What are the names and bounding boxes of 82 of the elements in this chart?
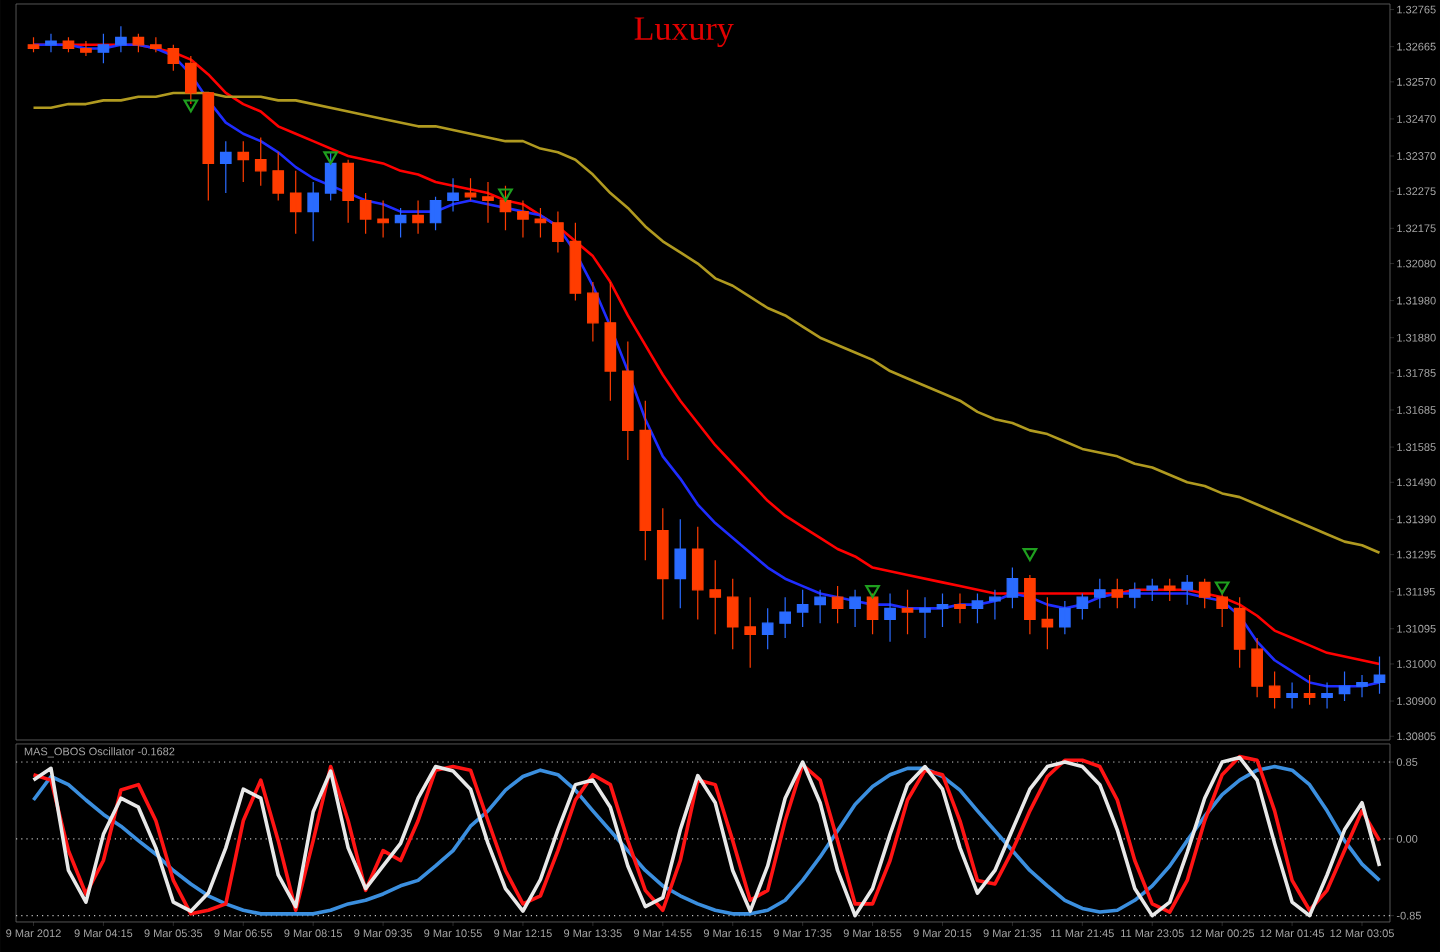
- candlestick: [132, 33, 145, 53]
- candlestick: [219, 140, 232, 194]
- point: [498, 188, 513, 202]
- candlestick: [849, 589, 861, 628]
- candlestick: [1163, 578, 1176, 602]
- candlestick: [1251, 637, 1263, 698]
- candlestick: [499, 185, 512, 231]
- candlestick: [272, 151, 285, 202]
- candlestick: [796, 589, 809, 628]
- point: [1022, 548, 1038, 562]
- candlestick: [1093, 578, 1106, 609]
- candlestick: [342, 159, 354, 224]
- candlestick: [307, 181, 320, 242]
- candlestick: [394, 207, 407, 239]
- candlestick: [604, 281, 617, 402]
- chart-title: Luxury: [634, 17, 734, 48]
- candlestick: [1111, 578, 1124, 609]
- candlestick: [831, 585, 844, 624]
- candlestick: [954, 592, 966, 624]
- candlestick: [919, 596, 931, 639]
- candlestick: [1356, 674, 1368, 698]
- candlestick: [1146, 578, 1159, 602]
- candlestick: [936, 592, 949, 628]
- candlestick: [709, 559, 722, 635]
- candlestick: [761, 607, 774, 650]
- candlestick: [1181, 574, 1194, 606]
- candlestick: [324, 151, 337, 202]
- candlestick: [150, 36, 162, 53]
- candlestick: [412, 199, 424, 235]
- candlestick: [289, 170, 302, 235]
- candlestick: [587, 281, 599, 342]
- candlestick: [482, 181, 494, 224]
- candlestick: [901, 589, 914, 635]
- candlestick: [517, 199, 529, 239]
- candlestick: [971, 592, 984, 624]
- candlestick: [534, 207, 547, 239]
- candlestick: [1233, 596, 1246, 669]
- candlestick: [1321, 681, 1333, 710]
- candlestick: [1338, 670, 1351, 702]
- candlestick: [97, 33, 110, 64]
- candlestick: [429, 196, 442, 231]
- point: [323, 151, 338, 165]
- candlestick: [27, 36, 40, 53]
- candlestick: [726, 578, 739, 650]
- candlestick: [254, 136, 267, 187]
- candlestick: [464, 177, 477, 202]
- candlestick: [779, 596, 791, 639]
- candlestick: [989, 589, 1001, 621]
- candlestick: [552, 211, 564, 253]
- candlestick: [1059, 600, 1071, 635]
- candlestick: [62, 36, 75, 53]
- candlestick: [167, 44, 180, 72]
- candlestick: [377, 199, 389, 239]
- point: [183, 99, 199, 113]
- candlestick: [674, 518, 687, 609]
- candlestick: [1198, 578, 1211, 609]
- candlestick: [1373, 655, 1386, 695]
- candlestick: [1303, 674, 1316, 706]
- candlestick: [45, 33, 57, 53]
- candlestick: [884, 592, 896, 643]
- candlestick: [639, 400, 652, 561]
- candlestick: [447, 177, 459, 213]
- candlestick: [1006, 566, 1019, 609]
- candlestick: [621, 340, 634, 461]
- candlestick: [1268, 670, 1281, 710]
- candlestick: [1041, 596, 1054, 650]
- candlestick: [656, 507, 669, 621]
- point: [865, 585, 880, 599]
- candlestick: [202, 92, 215, 202]
- candlestick: [237, 140, 250, 183]
- candlestick: [1076, 592, 1089, 621]
- candlestick: [115, 25, 127, 53]
- candlestick: [1286, 681, 1298, 710]
- candlestick: [359, 192, 372, 235]
- candlestick: [691, 526, 704, 621]
- point: [1214, 581, 1230, 595]
- candlestick: [744, 596, 757, 669]
- candlestick: [80, 40, 92, 57]
- candlestick: [569, 222, 582, 302]
- candlestick: [1024, 574, 1036, 635]
- candlestick: [814, 589, 826, 624]
- candlestick: [1128, 581, 1141, 609]
